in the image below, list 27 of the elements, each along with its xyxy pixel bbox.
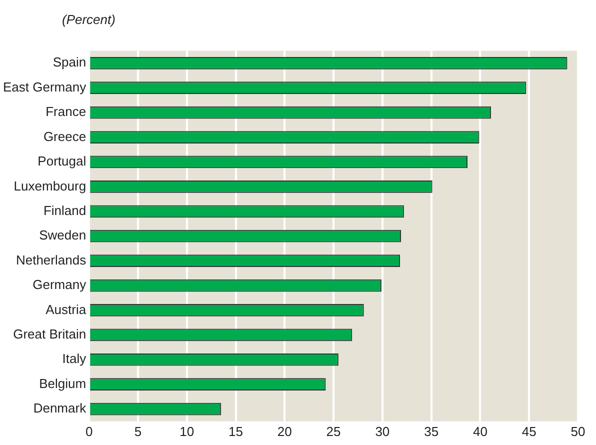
y-tick-label: Germany <box>32 277 87 292</box>
y-tick-label: France <box>46 104 86 120</box>
x-tick-label: 15 <box>228 424 243 439</box>
x-tick-label: 0 <box>85 424 93 439</box>
x-tick-label: 25 <box>326 424 341 439</box>
x-tick-label: 45 <box>522 424 536 439</box>
y-tick-label: Spain <box>52 54 86 70</box>
y-tick-label: Luxembourg <box>14 178 86 194</box>
y-tick-label: Denmark <box>33 400 87 416</box>
y-tick-label: Sweden <box>39 228 86 243</box>
x-tick-label: 30 <box>375 424 390 439</box>
y-tick-label: Belgium <box>39 376 86 391</box>
y-tick-label: Finland <box>43 202 86 218</box>
x-tick-label: 50 <box>570 424 586 439</box>
y-tick-label: East Germany <box>2 79 87 94</box>
chart-title: (Percent) <box>62 12 116 27</box>
x-tick-label: 5 <box>134 424 142 439</box>
y-tick-label: Greece <box>43 128 86 144</box>
y-tick-label: Austria <box>46 302 87 317</box>
y-tick-label: Italy <box>62 351 87 366</box>
x-tick-label: 20 <box>277 424 292 439</box>
x-tick-label: 35 <box>424 424 439 439</box>
x-tick-label: 40 <box>472 424 488 439</box>
y-tick-label: Great Britain <box>13 326 86 342</box>
y-tick-label: Netherlands <box>16 252 87 268</box>
x-tick-label: 10 <box>180 424 194 439</box>
y-tick-label: Portugal <box>38 154 86 169</box>
